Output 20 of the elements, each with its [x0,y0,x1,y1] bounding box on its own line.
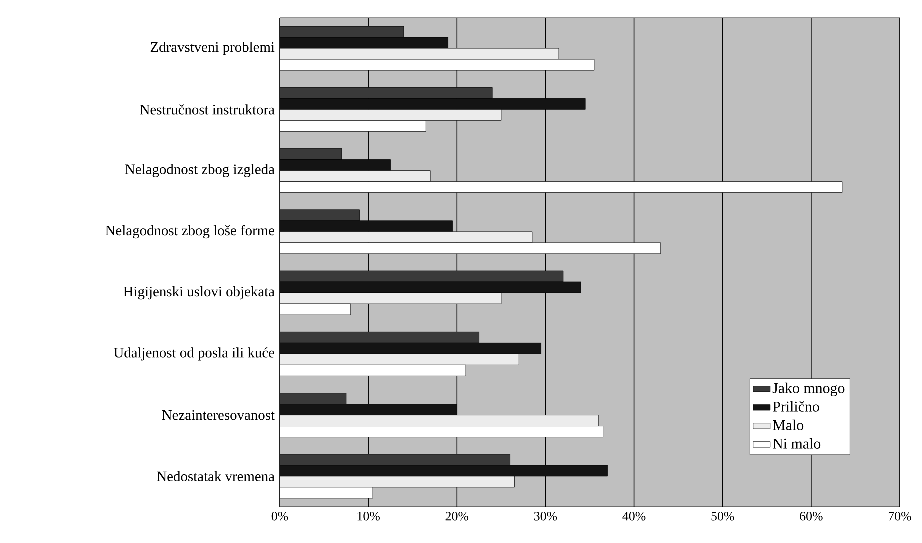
y-tick-label: Nelagodnost zbog loše forme [106,225,274,239]
x-tick-label: 60% [800,512,823,521]
legend-label: Ni malo [773,438,821,449]
y-tick-label: Higijenski uslovi objekata [124,286,275,300]
y-tick-label: Nestručnost instruktora [140,104,275,115]
y-tick-label: Zdravstveni problemi [150,42,275,56]
y-tick-label: Nezainteresovanost [162,410,275,420]
x-tick-label: 40% [622,512,646,521]
y-tick-label: Nelagodnost zbog izgleda [125,164,275,178]
legend-label: Malo [773,420,804,430]
x-tick-label: 30% [534,512,558,521]
x-tick-label: 50% [712,512,734,521]
legend-label: Prilično [773,401,820,412]
legend-label: Jako mnogo [772,382,845,396]
x-tick-label: 20% [446,512,469,521]
y-tick-label: Udaljenost od posla ili kuće [114,348,274,361]
x-tick-label: 0% [272,512,288,521]
y-tick-label: Nedostatak vremena [157,471,275,482]
x-tick-label: 10% [358,512,380,521]
x-tick-label: 70% [888,512,912,521]
